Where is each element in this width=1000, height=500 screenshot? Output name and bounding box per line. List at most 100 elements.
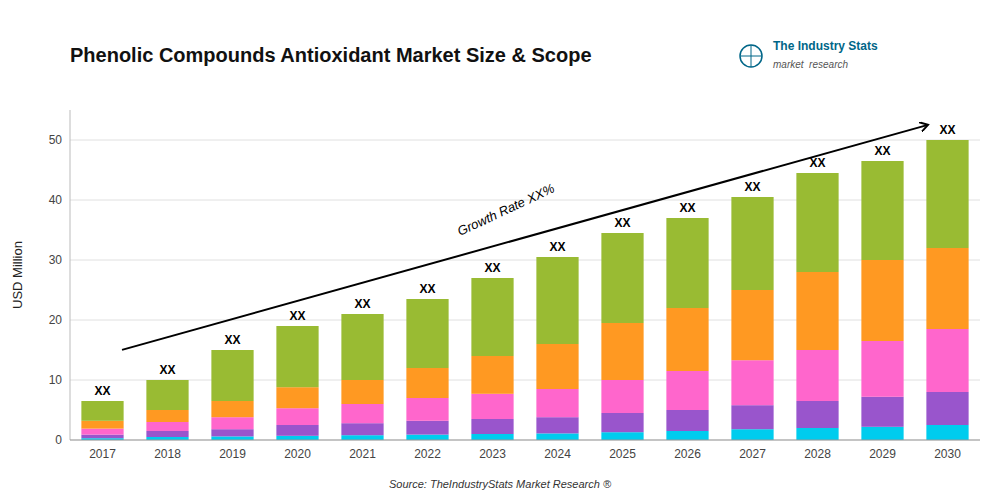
bar-segment bbox=[146, 422, 188, 431]
bar-segment bbox=[731, 360, 773, 405]
x-tick-label: 2023 bbox=[479, 447, 506, 461]
x-axis-line bbox=[70, 440, 980, 441]
y-tick-label: 10 bbox=[49, 373, 63, 387]
bar-segment bbox=[341, 404, 383, 423]
bar-segment bbox=[341, 423, 383, 435]
bar-label: XX bbox=[679, 201, 695, 215]
bar-segment bbox=[601, 413, 643, 432]
logo-globe-line bbox=[740, 56, 762, 57]
bar-segment bbox=[211, 417, 253, 429]
bar-segment bbox=[861, 397, 903, 427]
bar-segment bbox=[666, 218, 708, 308]
bar-segment bbox=[601, 432, 643, 440]
grid-line bbox=[70, 320, 980, 321]
x-tick-label: 2020 bbox=[284, 447, 311, 461]
bar-segment bbox=[796, 272, 838, 350]
bars bbox=[81, 140, 968, 440]
bar-segment bbox=[536, 257, 578, 344]
bar-segment bbox=[861, 161, 903, 260]
logo-globe bbox=[740, 45, 762, 67]
bar-label: XX bbox=[874, 144, 890, 158]
bar-label: XX bbox=[419, 282, 435, 296]
bar-segment bbox=[796, 350, 838, 401]
bar-segment bbox=[471, 356, 513, 394]
bar-segment bbox=[861, 341, 903, 397]
y-axis-line bbox=[70, 110, 71, 440]
bar-segment bbox=[731, 429, 773, 440]
x-tick-label: 2019 bbox=[219, 447, 246, 461]
bar-segment bbox=[341, 314, 383, 380]
bar-segment bbox=[81, 421, 123, 429]
growth-arrow bbox=[122, 125, 928, 350]
bar-segment bbox=[471, 278, 513, 356]
x-tick-label: 2024 bbox=[544, 447, 571, 461]
bar-segment bbox=[406, 398, 448, 421]
bar-segment bbox=[81, 401, 123, 421]
bar-segment bbox=[406, 421, 448, 435]
bar-segment bbox=[406, 368, 448, 398]
y-tick-label: 0 bbox=[55, 433, 62, 447]
bar-segment bbox=[926, 248, 968, 329]
x-tick-label: 2030 bbox=[934, 447, 961, 461]
grid-line bbox=[70, 440, 980, 441]
bar-segment bbox=[926, 425, 968, 440]
bar-segment bbox=[926, 329, 968, 392]
bar-segment bbox=[666, 371, 708, 410]
bar-segment bbox=[276, 425, 318, 436]
bar-label: XX bbox=[549, 240, 565, 254]
x-tick-label: 2026 bbox=[674, 447, 701, 461]
bar-segment bbox=[601, 323, 643, 380]
x-tick-label: 2029 bbox=[869, 447, 896, 461]
bar-segment bbox=[796, 401, 838, 428]
bar-segment bbox=[926, 392, 968, 425]
bar-segment bbox=[146, 410, 188, 422]
bar-segment bbox=[796, 173, 838, 272]
grid-line bbox=[70, 380, 980, 381]
bar-segment bbox=[536, 344, 578, 389]
bar-segment bbox=[861, 260, 903, 341]
bar-segment bbox=[601, 233, 643, 323]
bar-segment bbox=[731, 197, 773, 290]
growth-label: Growth Rate XX% bbox=[455, 181, 557, 239]
x-tick-label: 2025 bbox=[609, 447, 636, 461]
bar-label: XX bbox=[614, 216, 630, 230]
y-tick-label: 20 bbox=[49, 313, 63, 327]
bar-segment bbox=[666, 410, 708, 431]
grid-line bbox=[70, 260, 980, 261]
logo-title: The Industry Stats bbox=[773, 39, 878, 53]
background bbox=[0, 0, 1000, 500]
bar-segment bbox=[601, 380, 643, 413]
bar-segment bbox=[146, 380, 188, 410]
bar-segment bbox=[666, 431, 708, 440]
x-tick-label: 2027 bbox=[739, 447, 766, 461]
bar-label: XX bbox=[354, 297, 370, 311]
bar-segment bbox=[211, 401, 253, 417]
chart: 0102030405020172018201920202021202220232… bbox=[0, 0, 1000, 500]
y-axis-label: USD Million bbox=[10, 241, 25, 309]
bar-segment bbox=[211, 436, 253, 440]
x-tick-label: 2018 bbox=[154, 447, 181, 461]
bar-segment bbox=[341, 380, 383, 404]
bar-segment bbox=[796, 428, 838, 440]
bar-segment bbox=[536, 389, 578, 417]
bar-segment bbox=[861, 427, 903, 440]
x-tick-label: 2022 bbox=[414, 447, 441, 461]
bar-segment bbox=[406, 299, 448, 368]
source: Source: TheIndustryStats Market Research… bbox=[389, 478, 612, 490]
bar-segment bbox=[81, 429, 123, 435]
bar-segment bbox=[341, 435, 383, 440]
bar-segment bbox=[406, 435, 448, 440]
bar-segment bbox=[471, 419, 513, 434]
grid-line bbox=[70, 140, 980, 141]
bar-segment bbox=[146, 431, 188, 437]
bar-label: XX bbox=[939, 123, 955, 137]
bar-segment bbox=[926, 140, 968, 248]
logo-subtitle: market research bbox=[773, 59, 848, 70]
bar-segment bbox=[276, 387, 318, 408]
y-tick-label: 50 bbox=[49, 133, 63, 147]
title: Phenolic Compounds Antioxidant Market Si… bbox=[70, 44, 592, 66]
bar-segment bbox=[471, 394, 513, 419]
bar-label: XX bbox=[94, 384, 110, 398]
bar-segment bbox=[276, 436, 318, 440]
bar-segment bbox=[666, 308, 708, 371]
